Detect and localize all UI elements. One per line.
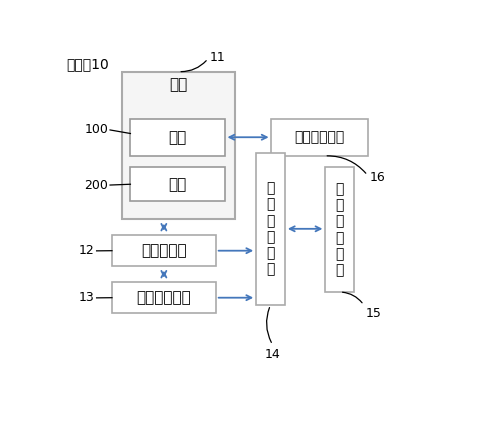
Text: 200: 200 xyxy=(84,179,108,192)
Text: 100: 100 xyxy=(84,123,108,136)
Bar xyxy=(271,119,368,156)
Text: 状态检测模块: 状态检测模块 xyxy=(295,130,345,144)
Bar xyxy=(130,119,225,156)
Bar xyxy=(256,153,285,305)
Text: 14: 14 xyxy=(265,348,281,361)
Text: 控
制
显
示
模
块: 控 制 显 示 模 块 xyxy=(266,181,275,276)
Bar xyxy=(112,282,216,313)
Text: 温度传感器: 温度传感器 xyxy=(141,243,186,258)
Bar xyxy=(112,235,216,266)
Text: 箱门: 箱门 xyxy=(168,177,186,192)
Text: 箱体: 箱体 xyxy=(169,77,187,92)
Bar xyxy=(130,167,225,201)
Bar xyxy=(122,72,235,219)
Text: 储藏柜10: 储藏柜10 xyxy=(66,57,109,71)
Text: 无
线
通
讯
模
块: 无 线 通 讯 模 块 xyxy=(335,182,344,277)
Text: 制冷制热模块: 制冷制热模块 xyxy=(136,290,191,305)
Text: 13: 13 xyxy=(79,291,95,304)
Text: 12: 12 xyxy=(79,244,95,257)
Text: 11: 11 xyxy=(210,51,226,64)
Text: 16: 16 xyxy=(370,171,385,184)
Bar xyxy=(325,167,354,292)
Text: 15: 15 xyxy=(366,307,381,320)
Text: 隔间: 隔间 xyxy=(168,130,186,145)
